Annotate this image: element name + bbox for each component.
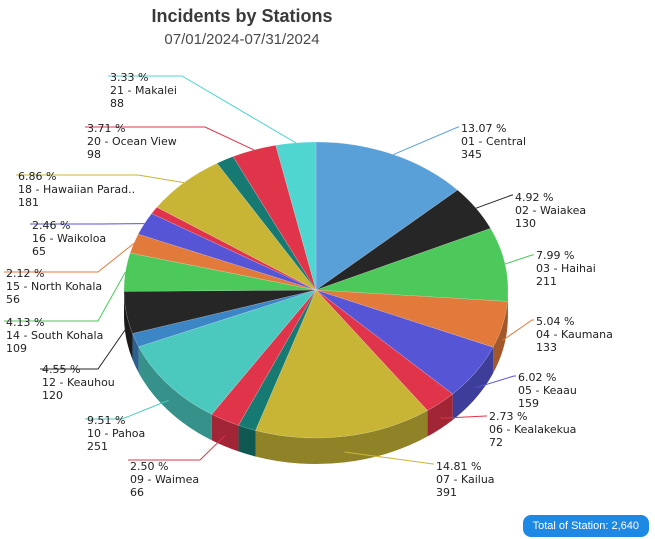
pie-slice-5[interactable] bbox=[315, 289, 494, 395]
slice-name-label-15: 16 - Waikoloa bbox=[32, 232, 106, 245]
slice-percent-label-20: 3.33 % bbox=[110, 71, 148, 84]
slice-value-label-10: 251 bbox=[87, 440, 108, 453]
leader-line-6 bbox=[440, 415, 487, 419]
slice-name-label-9: 09 - Waimea bbox=[130, 473, 199, 486]
slice-value-label-1: 345 bbox=[461, 148, 482, 161]
slice-percent-label-1: 13.07 % bbox=[461, 122, 506, 135]
slice-side-6 bbox=[427, 393, 453, 437]
pie-slice-10[interactable] bbox=[138, 289, 317, 415]
leader-line-1 bbox=[393, 126, 459, 155]
slice-name-label-12: 12 - Keauhou bbox=[42, 376, 115, 389]
pie-slice-16[interactable] bbox=[151, 206, 317, 291]
slice-name-label-6: 06 - Kealakekua bbox=[489, 423, 576, 436]
slice-name-label-13: 14 - South Kohala bbox=[6, 329, 103, 342]
leader-line-12 bbox=[40, 327, 127, 370]
pie-sides bbox=[124, 290, 508, 464]
slice-value-label-13: 109 bbox=[6, 342, 27, 355]
slice-side-10 bbox=[138, 346, 212, 441]
slice-value-label-3: 211 bbox=[536, 275, 557, 288]
slice-side-8 bbox=[238, 425, 256, 457]
slice-percent-label-5: 6.02 % bbox=[518, 371, 556, 384]
slice-name-label-1: 01 - Central bbox=[461, 135, 526, 148]
slice-value-label-6: 72 bbox=[489, 436, 503, 449]
leader-line-2 bbox=[475, 194, 513, 209]
slice-percent-label-9: 2.50 % bbox=[130, 460, 168, 473]
leader-line-20 bbox=[108, 75, 297, 144]
leader-line-14 bbox=[4, 243, 135, 273]
leader-line-3 bbox=[504, 254, 534, 265]
leader-line-10 bbox=[85, 399, 169, 420]
pie-slice-7[interactable] bbox=[255, 289, 428, 439]
leader-line-9 bbox=[128, 435, 226, 461]
slice-percent-label-19: 3.71 % bbox=[87, 122, 125, 135]
slice-side-3 bbox=[507, 290, 508, 328]
slice-value-label-15: 65 bbox=[32, 245, 46, 258]
slice-percent-label-2: 4.92 % bbox=[515, 191, 553, 204]
slice-percent-label-7: 14.81 % bbox=[436, 460, 481, 473]
slice-percent-label-14: 2.12 % bbox=[6, 267, 44, 280]
slice-name-label-10: 10 - Pahoa bbox=[87, 427, 145, 440]
slice-value-label-5: 159 bbox=[518, 397, 539, 410]
slice-name-label-5: 05 - Keaau bbox=[518, 384, 577, 397]
slice-name-label-17: 18 - Hawaiian Parad.. bbox=[18, 183, 135, 196]
slice-percent-label-4: 5.04 % bbox=[536, 315, 574, 328]
slice-side-4 bbox=[493, 301, 508, 374]
pie-slice-19[interactable] bbox=[232, 144, 317, 291]
slice-name-label-3: 03 - Haihai bbox=[536, 262, 596, 275]
pie-slices bbox=[123, 141, 509, 439]
chart-subtitle: 07/01/2024-07/31/2024 bbox=[164, 31, 319, 48]
slice-percent-label-17: 6.86 % bbox=[18, 170, 56, 183]
pie-slice-6[interactable] bbox=[315, 289, 454, 411]
total-badge: Total of Station: 2,640 bbox=[522, 515, 649, 537]
chart-title: Incidents by Stations bbox=[151, 6, 332, 26]
slice-percent-label-6: 2.73 % bbox=[489, 410, 527, 423]
leader-line-17 bbox=[16, 174, 184, 184]
slice-value-label-12: 120 bbox=[42, 389, 63, 402]
leader-line-19 bbox=[85, 126, 255, 151]
pie-slice-12[interactable] bbox=[123, 289, 317, 334]
slice-percent-label-3: 7.99 % bbox=[536, 249, 574, 262]
pie-slice-4[interactable] bbox=[315, 289, 508, 348]
pie-slice-11[interactable] bbox=[132, 289, 317, 348]
leader-line-5 bbox=[475, 375, 516, 389]
leader-line-13 bbox=[4, 271, 126, 322]
slice-name-label-20: 21 - Makalei bbox=[110, 84, 177, 97]
slice-value-label-4: 133 bbox=[536, 341, 557, 354]
leader-line-4 bbox=[502, 319, 534, 341]
slice-value-label-19: 98 bbox=[87, 148, 101, 161]
slice-name-label-14: 15 - North Kohala bbox=[6, 280, 102, 293]
pie-slice-17[interactable] bbox=[156, 162, 317, 291]
pie-slice-3[interactable] bbox=[315, 227, 509, 302]
slice-side-11 bbox=[132, 333, 139, 373]
slice-value-label-20: 88 bbox=[110, 97, 124, 110]
slice-name-label-7: 07 - Kailua bbox=[436, 473, 495, 486]
slice-side-5 bbox=[452, 347, 494, 420]
slice-percent-label-12: 4.55 % bbox=[42, 363, 80, 376]
slice-percent-label-15: 2.46 % bbox=[32, 219, 70, 232]
slice-value-label-2: 130 bbox=[515, 217, 536, 230]
slice-value-label-17: 181 bbox=[18, 196, 39, 209]
label-leaders bbox=[4, 75, 534, 465]
slice-percent-label-13: 4.13 % bbox=[6, 316, 44, 329]
slice-name-label-2: 02 - Waiakea bbox=[515, 204, 586, 217]
slice-name-label-4: 04 - Kaumana bbox=[536, 328, 613, 341]
pie-slice-18[interactable] bbox=[216, 156, 317, 291]
pie-slice-8[interactable] bbox=[238, 289, 317, 431]
slice-side-12 bbox=[124, 291, 133, 360]
slice-value-label-7: 391 bbox=[436, 486, 457, 499]
slice-percent-label-10: 9.51 % bbox=[87, 414, 125, 427]
leader-line-7 bbox=[344, 451, 434, 465]
slice-value-label-9: 66 bbox=[130, 486, 144, 499]
slice-value-label-14: 56 bbox=[6, 293, 20, 306]
pie-slice-13[interactable] bbox=[123, 252, 317, 292]
slice-name-label-19: 20 - Ocean View bbox=[87, 135, 177, 148]
pie-slice-9[interactable] bbox=[211, 289, 317, 426]
slice-side-7 bbox=[255, 410, 428, 464]
